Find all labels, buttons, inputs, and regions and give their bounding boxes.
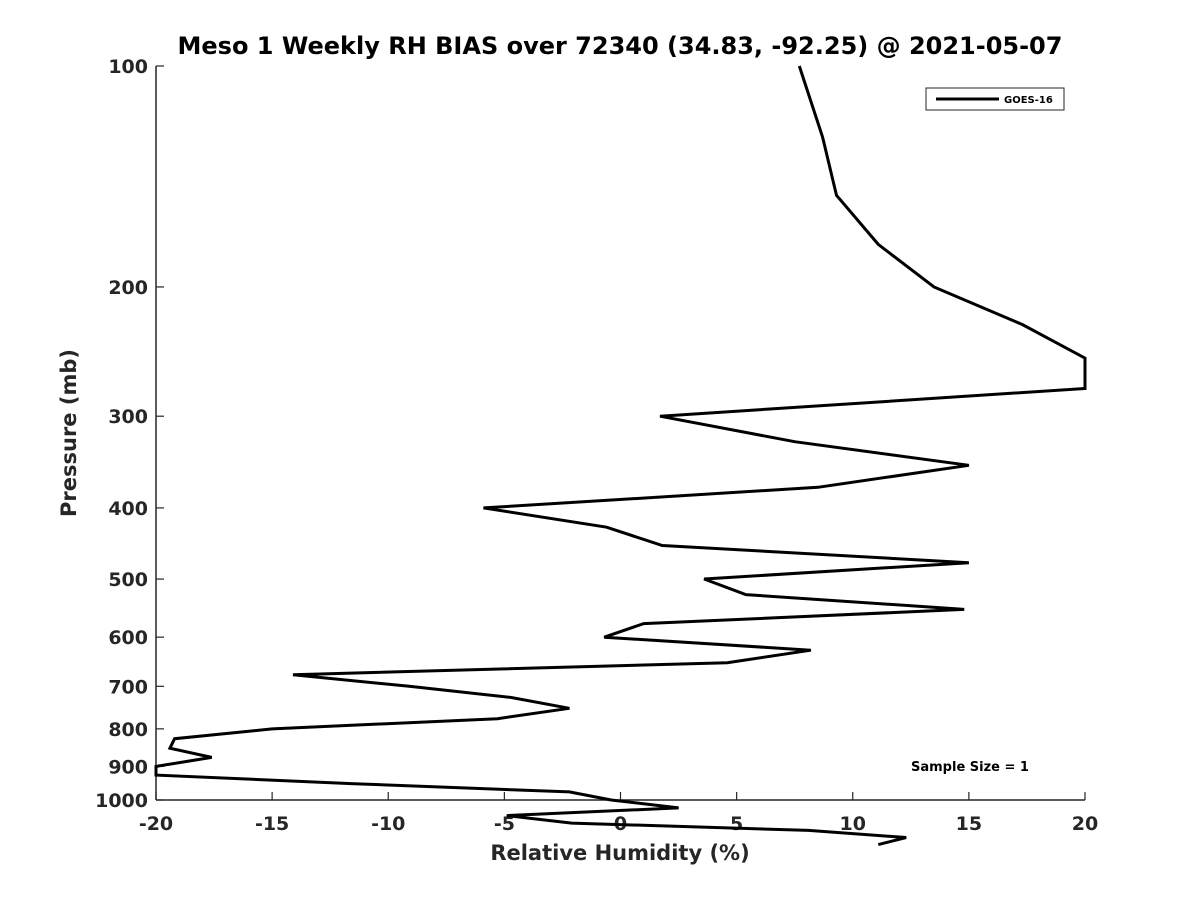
y-tick-label: 100	[108, 56, 148, 78]
x-ticks: -20 -15 -10 -5 0 5 10 15 20	[139, 792, 1098, 835]
x-tick-label: -5	[494, 813, 515, 835]
y-tick-label: 1000	[95, 790, 148, 812]
x-tick-label: 20	[1072, 813, 1098, 835]
y-tick-label: 400	[108, 498, 148, 520]
y-tick-label: 300	[108, 406, 148, 428]
y-tick-label: 700	[108, 676, 148, 698]
x-tick-label: 5	[730, 813, 743, 835]
chart-title: Meso 1 Weekly RH BIAS over 72340 (34.83,…	[178, 32, 1063, 60]
x-tick-label: -15	[255, 813, 289, 835]
legend-label-goes-16: GOES-16	[1004, 95, 1053, 106]
x-tick-label: -10	[371, 813, 405, 835]
y-tick-label: 500	[108, 569, 148, 591]
y-tick-label: 600	[108, 627, 148, 649]
y-tick-label: 900	[108, 756, 148, 778]
y-ticks: 100 200 300 400 500 600 700 800 900 1000	[95, 56, 164, 812]
legend: GOES-16	[925, 87, 1065, 111]
y-tick-label: 800	[108, 719, 148, 741]
y-tick-label: 200	[108, 277, 148, 299]
x-tick-label: -20	[139, 813, 173, 835]
axes	[155, 66, 1085, 801]
x-tick-label: 10	[840, 813, 866, 835]
series-line-goes-16	[154, 65, 1087, 847]
plot-lines	[154, 65, 1087, 847]
x-axis-label: Relative Humidity (%)	[490, 841, 749, 865]
sample-size-annotation: Sample Size = 1	[911, 760, 1029, 775]
y-axis-label: Pressure (mb)	[57, 349, 81, 517]
x-tick-label: 15	[956, 813, 982, 835]
